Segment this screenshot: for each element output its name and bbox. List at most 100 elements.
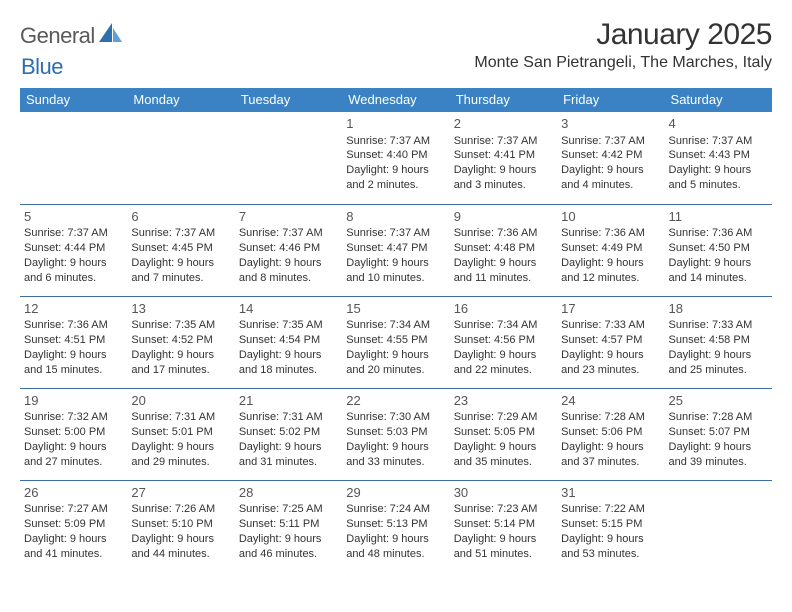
daylight-line: Daylight: 9 hours and 17 minutes. — [131, 348, 230, 378]
title-block: January 2025 Monte San Pietrangeli, The … — [474, 18, 772, 72]
sunrise-line: Sunrise: 7:28 AM — [669, 410, 768, 425]
sunrise-line: Sunrise: 7:35 AM — [131, 318, 230, 333]
weekday-header: Thursday — [450, 88, 557, 112]
sunset-line: Sunset: 4:40 PM — [346, 148, 445, 163]
sunrise-line: Sunrise: 7:31 AM — [131, 410, 230, 425]
sunset-line: Sunset: 5:09 PM — [24, 517, 123, 532]
weekday-header: Friday — [557, 88, 664, 112]
sunrise-line: Sunrise: 7:24 AM — [346, 502, 445, 517]
daylight-line: Daylight: 9 hours and 10 minutes. — [346, 256, 445, 286]
calendar-day-cell: 20Sunrise: 7:31 AMSunset: 5:01 PMDayligh… — [127, 388, 234, 480]
sunset-line: Sunset: 4:51 PM — [24, 333, 123, 348]
daylight-line: Daylight: 9 hours and 8 minutes. — [239, 256, 338, 286]
calendar-day-cell: 24Sunrise: 7:28 AMSunset: 5:06 PMDayligh… — [557, 388, 664, 480]
sunset-line: Sunset: 5:02 PM — [239, 425, 338, 440]
calendar-day-cell: 16Sunrise: 7:34 AMSunset: 4:56 PMDayligh… — [450, 296, 557, 388]
day-number: 19 — [24, 392, 123, 410]
brand-text-1: General — [20, 23, 95, 49]
day-number: 25 — [669, 392, 768, 410]
day-number: 31 — [561, 484, 660, 502]
day-number: 23 — [454, 392, 553, 410]
calendar-day-cell: 2Sunrise: 7:37 AMSunset: 4:41 PMDaylight… — [450, 112, 557, 204]
sunrise-line: Sunrise: 7:37 AM — [131, 226, 230, 241]
calendar-day-cell: 8Sunrise: 7:37 AMSunset: 4:47 PMDaylight… — [342, 204, 449, 296]
daylight-line: Daylight: 9 hours and 4 minutes. — [561, 163, 660, 193]
sunset-line: Sunset: 4:41 PM — [454, 148, 553, 163]
brand-logo: General — [20, 18, 127, 49]
weekday-header: Tuesday — [235, 88, 342, 112]
day-number: 28 — [239, 484, 338, 502]
sunrise-line: Sunrise: 7:33 AM — [669, 318, 768, 333]
daylight-line: Daylight: 9 hours and 12 minutes. — [561, 256, 660, 286]
daylight-line: Daylight: 9 hours and 7 minutes. — [131, 256, 230, 286]
calendar-day-cell — [665, 480, 772, 572]
day-number: 5 — [24, 208, 123, 226]
sunrise-line: Sunrise: 7:37 AM — [454, 134, 553, 149]
calendar-day-cell — [20, 112, 127, 204]
calendar-week-row: 5Sunrise: 7:37 AMSunset: 4:44 PMDaylight… — [20, 204, 772, 296]
calendar-day-cell: 1Sunrise: 7:37 AMSunset: 4:40 PMDaylight… — [342, 112, 449, 204]
calendar-day-cell: 4Sunrise: 7:37 AMSunset: 4:43 PMDaylight… — [665, 112, 772, 204]
sunrise-line: Sunrise: 7:31 AM — [239, 410, 338, 425]
sunset-line: Sunset: 5:03 PM — [346, 425, 445, 440]
sunrise-line: Sunrise: 7:29 AM — [454, 410, 553, 425]
calendar-day-cell: 23Sunrise: 7:29 AMSunset: 5:05 PMDayligh… — [450, 388, 557, 480]
sunset-line: Sunset: 4:54 PM — [239, 333, 338, 348]
calendar-day-cell: 13Sunrise: 7:35 AMSunset: 4:52 PMDayligh… — [127, 296, 234, 388]
day-number: 4 — [669, 115, 768, 133]
sunset-line: Sunset: 5:11 PM — [239, 517, 338, 532]
calendar-day-cell: 10Sunrise: 7:36 AMSunset: 4:49 PMDayligh… — [557, 204, 664, 296]
sunset-line: Sunset: 4:55 PM — [346, 333, 445, 348]
calendar-day-cell: 7Sunrise: 7:37 AMSunset: 4:46 PMDaylight… — [235, 204, 342, 296]
sunset-line: Sunset: 4:50 PM — [669, 241, 768, 256]
month-title: January 2025 — [474, 18, 772, 52]
daylight-line: Daylight: 9 hours and 35 minutes. — [454, 440, 553, 470]
sunset-line: Sunset: 5:00 PM — [24, 425, 123, 440]
day-number: 8 — [346, 208, 445, 226]
calendar-day-cell: 19Sunrise: 7:32 AMSunset: 5:00 PMDayligh… — [20, 388, 127, 480]
weekday-header: Sunday — [20, 88, 127, 112]
sunrise-line: Sunrise: 7:28 AM — [561, 410, 660, 425]
daylight-line: Daylight: 9 hours and 22 minutes. — [454, 348, 553, 378]
day-number: 10 — [561, 208, 660, 226]
calendar-day-cell: 17Sunrise: 7:33 AMSunset: 4:57 PMDayligh… — [557, 296, 664, 388]
brand-text-2: Blue — [21, 54, 63, 79]
sunrise-line: Sunrise: 7:36 AM — [454, 226, 553, 241]
calendar-table: Sunday Monday Tuesday Wednesday Thursday… — [20, 88, 772, 572]
sunset-line: Sunset: 4:52 PM — [131, 333, 230, 348]
sunrise-line: Sunrise: 7:33 AM — [561, 318, 660, 333]
sunrise-line: Sunrise: 7:37 AM — [346, 134, 445, 149]
sail-icon — [98, 22, 124, 49]
calendar-day-cell: 29Sunrise: 7:24 AMSunset: 5:13 PMDayligh… — [342, 480, 449, 572]
sunrise-line: Sunrise: 7:36 AM — [24, 318, 123, 333]
day-number: 12 — [24, 300, 123, 318]
daylight-line: Daylight: 9 hours and 41 minutes. — [24, 532, 123, 562]
calendar-day-cell: 25Sunrise: 7:28 AMSunset: 5:07 PMDayligh… — [665, 388, 772, 480]
sunrise-line: Sunrise: 7:27 AM — [24, 502, 123, 517]
day-number: 26 — [24, 484, 123, 502]
daylight-line: Daylight: 9 hours and 33 minutes. — [346, 440, 445, 470]
calendar-week-row: 19Sunrise: 7:32 AMSunset: 5:00 PMDayligh… — [20, 388, 772, 480]
sunrise-line: Sunrise: 7:36 AM — [669, 226, 768, 241]
daylight-line: Daylight: 9 hours and 20 minutes. — [346, 348, 445, 378]
day-number: 11 — [669, 208, 768, 226]
calendar-day-cell: 5Sunrise: 7:37 AMSunset: 4:44 PMDaylight… — [20, 204, 127, 296]
daylight-line: Daylight: 9 hours and 51 minutes. — [454, 532, 553, 562]
day-number: 13 — [131, 300, 230, 318]
day-number: 17 — [561, 300, 660, 318]
calendar-week-row: 1Sunrise: 7:37 AMSunset: 4:40 PMDaylight… — [20, 112, 772, 204]
sunset-line: Sunset: 5:07 PM — [669, 425, 768, 440]
sunset-line: Sunset: 5:10 PM — [131, 517, 230, 532]
day-number: 15 — [346, 300, 445, 318]
day-number: 20 — [131, 392, 230, 410]
day-number: 18 — [669, 300, 768, 318]
daylight-line: Daylight: 9 hours and 48 minutes. — [346, 532, 445, 562]
calendar-day-cell: 31Sunrise: 7:22 AMSunset: 5:15 PMDayligh… — [557, 480, 664, 572]
day-number: 1 — [346, 115, 445, 133]
sunset-line: Sunset: 5:06 PM — [561, 425, 660, 440]
daylight-line: Daylight: 9 hours and 18 minutes. — [239, 348, 338, 378]
daylight-line: Daylight: 9 hours and 53 minutes. — [561, 532, 660, 562]
calendar-day-cell: 6Sunrise: 7:37 AMSunset: 4:45 PMDaylight… — [127, 204, 234, 296]
sunset-line: Sunset: 5:05 PM — [454, 425, 553, 440]
daylight-line: Daylight: 9 hours and 31 minutes. — [239, 440, 338, 470]
